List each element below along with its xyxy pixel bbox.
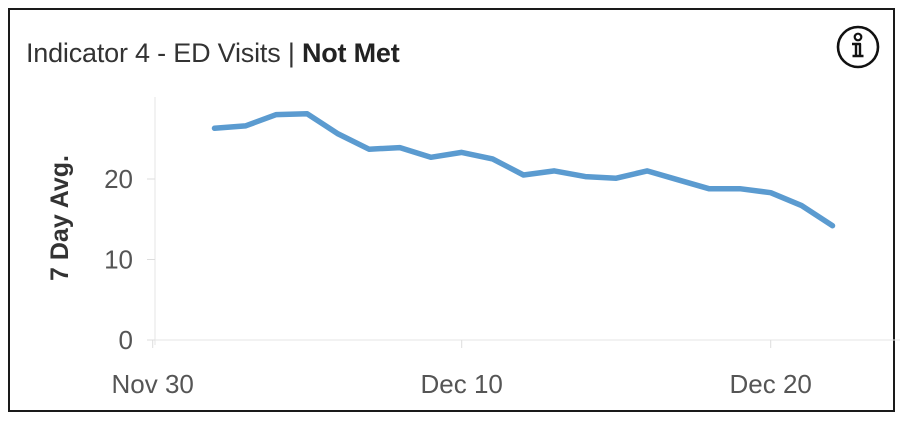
x-tick-label: Dec 20: [730, 369, 812, 399]
y-axis-title: 7 Day Avg.: [46, 155, 74, 281]
status-label: Not Met: [301, 38, 400, 68]
x-tick-label: Dec 10: [421, 369, 503, 399]
series-line: [211, 111, 836, 229]
indicator-name: Indicator 4 - ED Visits: [26, 38, 281, 68]
x-tick-label: Nov 30: [112, 369, 194, 399]
y-tick-label: 0: [119, 325, 133, 355]
info-icon: [836, 25, 880, 69]
y-tick-label: 20: [104, 164, 133, 194]
y-tick-label: 10: [104, 245, 133, 275]
chart-card: Indicator 4 - ED Visits | Not Met: [8, 8, 895, 412]
chart-title: Indicator 4 - ED Visits | Not Met: [26, 38, 400, 69]
info-button[interactable]: [835, 24, 881, 70]
title-separator: |: [287, 38, 295, 68]
